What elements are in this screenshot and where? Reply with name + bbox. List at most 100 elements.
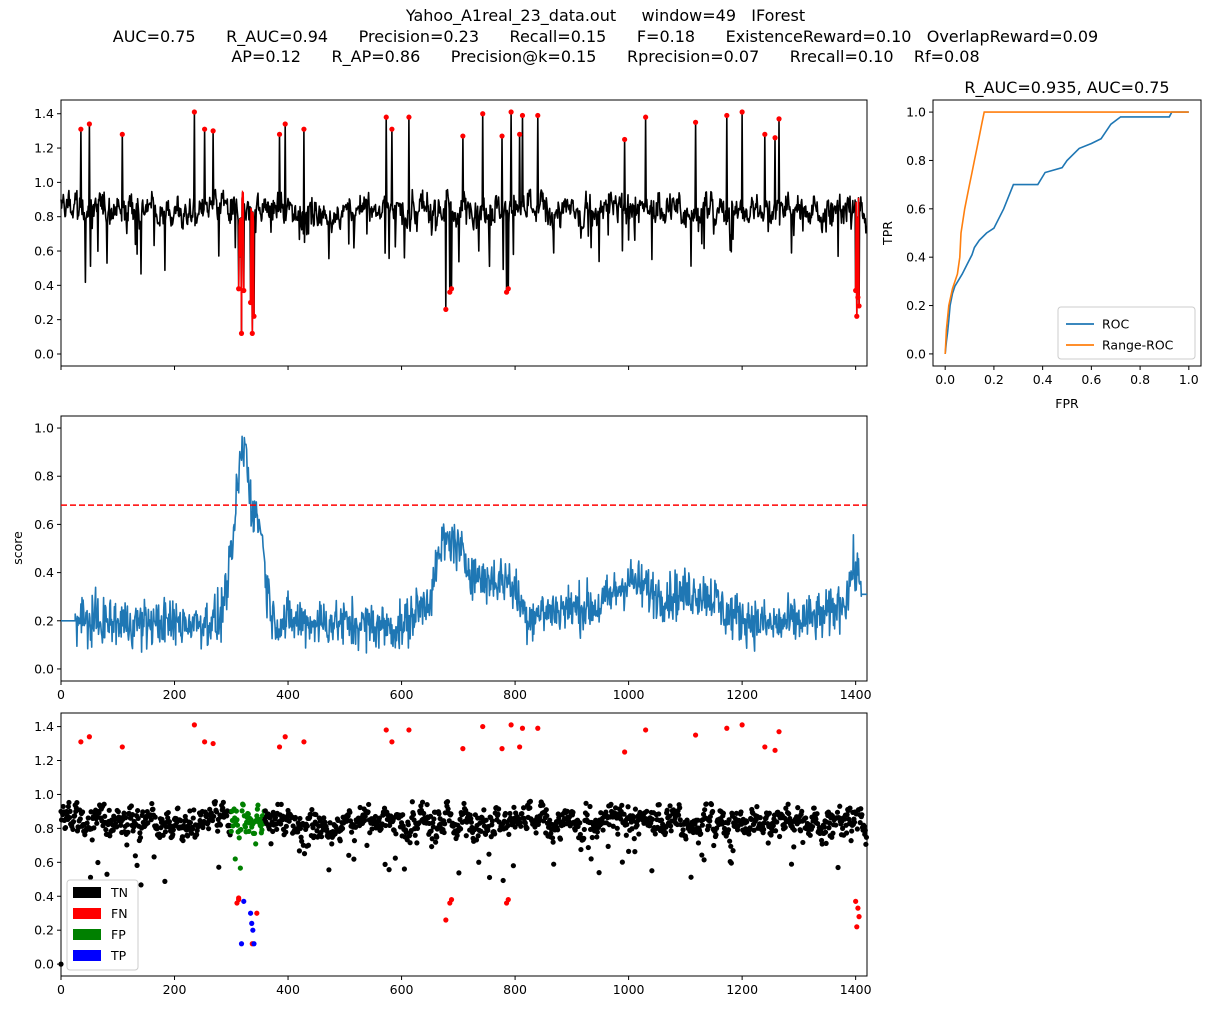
tp-point	[247, 910, 254, 916]
fn-point	[535, 725, 541, 731]
tn-point	[322, 819, 328, 825]
fp-point	[237, 865, 243, 871]
score-ytick-label: 0.8	[34, 469, 54, 484]
tn-point	[91, 825, 97, 831]
tn-point	[162, 878, 168, 884]
tn-point	[376, 815, 383, 821]
tn-point	[140, 809, 146, 815]
tn-point	[807, 832, 813, 838]
tn-point	[809, 823, 816, 830]
fn-point	[460, 746, 466, 752]
tn-point	[84, 820, 90, 826]
fn-point	[622, 749, 628, 755]
tn-point	[555, 811, 561, 817]
tn-point	[104, 871, 110, 877]
tn-point	[524, 825, 530, 831]
tn-point	[839, 825, 846, 831]
tp-point	[238, 941, 245, 947]
tn-point	[799, 808, 805, 814]
fn-point	[692, 732, 699, 738]
tn-point	[572, 827, 578, 833]
tn-point	[615, 831, 621, 837]
tn-point	[814, 811, 820, 817]
tp-point	[250, 927, 256, 933]
tn-point	[578, 846, 584, 853]
tn-point	[544, 813, 550, 819]
tn-point	[442, 821, 448, 827]
class-xtick-label: 200	[163, 982, 187, 997]
anomaly-point	[480, 111, 486, 117]
tn-point	[511, 804, 517, 810]
tn-point	[605, 843, 611, 849]
tn-point	[170, 831, 176, 838]
tn-point	[149, 800, 155, 807]
tn-point	[270, 828, 276, 835]
tn-point	[730, 848, 736, 854]
tn-point	[134, 862, 140, 868]
fn-point	[505, 897, 511, 903]
tn-point	[190, 815, 196, 821]
tn-point	[454, 832, 460, 839]
tn-point	[631, 814, 637, 820]
tn-point	[67, 808, 73, 814]
tn-point	[800, 839, 806, 846]
tn-point	[664, 807, 670, 813]
tn-point	[297, 825, 304, 832]
fn-point	[210, 740, 216, 747]
fn-point	[517, 744, 523, 750]
anomaly-point	[191, 109, 197, 115]
anomaly-point	[739, 109, 745, 115]
tn-point	[481, 807, 487, 813]
tn-point	[94, 820, 100, 826]
tn-point	[135, 807, 141, 814]
fp-point	[242, 824, 249, 830]
tn-point	[834, 809, 841, 815]
title-line-1: Yahoo_A1real_23_data.out window=49 IFore…	[405, 6, 806, 25]
tn-point	[711, 842, 717, 849]
tn-point	[843, 830, 850, 836]
score-frame	[60, 415, 868, 682]
tn-point	[751, 827, 757, 833]
fn-point	[383, 727, 389, 733]
tn-point	[77, 816, 83, 822]
tn-point	[184, 833, 191, 839]
tn-point	[502, 810, 509, 817]
anomaly-point	[443, 306, 449, 312]
tn-point	[166, 818, 173, 825]
tn-point	[519, 810, 525, 817]
tn-point	[326, 867, 332, 873]
tn-point	[145, 820, 151, 826]
tn-point	[400, 812, 406, 818]
tn-point	[680, 827, 686, 833]
tn-point	[486, 874, 493, 881]
tn-point	[366, 801, 372, 808]
tn-point	[703, 801, 709, 807]
fp-point	[233, 808, 239, 814]
tn-point	[286, 818, 292, 824]
fn-point	[856, 914, 862, 920]
tn-point	[476, 859, 482, 865]
tn-point	[596, 870, 602, 876]
tn-point	[351, 838, 358, 844]
tn-point	[365, 809, 371, 815]
class-legend-swatch	[73, 950, 101, 961]
fn-point	[282, 734, 288, 740]
tn-point	[683, 836, 689, 842]
series-ytick-label: 1.4	[34, 106, 54, 121]
tn-point	[434, 834, 440, 840]
tn-point	[124, 842, 130, 848]
tn-point	[154, 826, 160, 832]
tn-point	[621, 811, 627, 817]
tn-point	[431, 816, 437, 822]
tn-point	[367, 830, 373, 836]
tn-point	[137, 830, 143, 836]
tn-point	[383, 822, 389, 829]
tn-point	[283, 829, 289, 835]
tn-point	[178, 818, 184, 824]
tn-point	[507, 810, 513, 817]
series-line	[60, 111, 868, 335]
tn-point	[813, 816, 819, 822]
tn-point	[551, 861, 557, 867]
tn-point	[619, 802, 625, 808]
roc-xtick-label: 0.6	[1081, 372, 1101, 387]
